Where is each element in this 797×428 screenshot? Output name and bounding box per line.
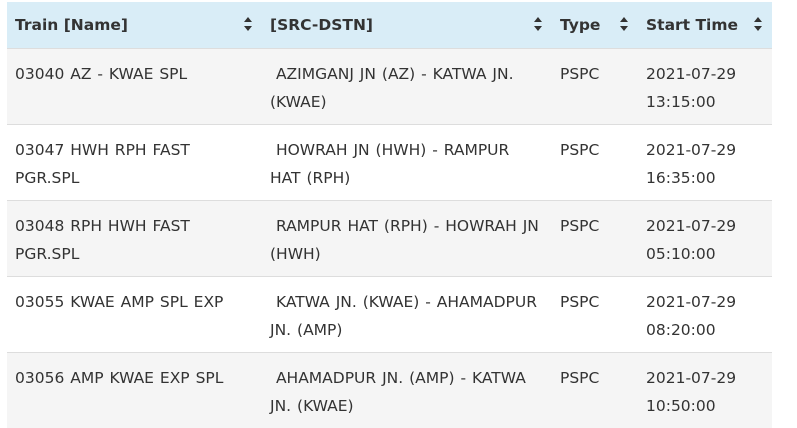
table-cell: PSPC: [552, 200, 638, 277]
column-header[interactable]: Train [Name]: [7, 2, 262, 49]
column-header[interactable]: [SRC-DSTN]: [262, 2, 552, 49]
table-row: 03047 HWH RPH FAST PGR.SPL HOWRAH JN (HW…: [7, 124, 772, 201]
sort-icon: [244, 17, 252, 31]
table-cell: 2021-07-29 13:15:00: [638, 48, 772, 125]
table-cell: 2021-07-29 08:20:00: [638, 276, 772, 353]
table-cell: 03056 AMP KWAE EXP SPL: [7, 352, 262, 428]
table-cell: PSPC: [552, 124, 638, 201]
table-cell: 03048 RPH HWH FAST PGR.SPL: [7, 200, 262, 277]
table-cell: KATWA JN. (KWAE) - AHAMADPUR JN. (AMP): [262, 276, 552, 353]
table-body: 03040 AZ - KWAE SPL AZIMGANJ JN (AZ) - K…: [7, 48, 772, 428]
table-cell: 2021-07-29 05:10:00: [638, 200, 772, 277]
table-row: 03056 AMP KWAE EXP SPL AHAMADPUR JN. (AM…: [7, 352, 772, 428]
table-cell: AZIMGANJ JN (AZ) - KATWA JN. (KWAE): [262, 48, 552, 125]
table-cell: HOWRAH JN (HWH) - RAMPUR HAT (RPH): [262, 124, 552, 201]
table-row: 03055 KWAE AMP SPL EXP KATWA JN. (KWAE) …: [7, 276, 772, 353]
table-cell: AHAMADPUR JN. (AMP) - KATWA JN. (KWAE): [262, 352, 552, 428]
header-label: Train [Name]: [15, 16, 128, 34]
table-row: 03048 RPH HWH FAST PGR.SPL RAMPUR HAT (R…: [7, 200, 772, 277]
table-cell: RAMPUR HAT (RPH) - HOWRAH JN (HWH): [262, 200, 552, 277]
table-cell: 03040 AZ - KWAE SPL: [7, 48, 262, 125]
header-label: Type: [560, 16, 601, 34]
header-label: [SRC-DSTN]: [270, 16, 374, 34]
column-header[interactable]: Type: [552, 2, 638, 49]
table-row: 03040 AZ - KWAE SPL AZIMGANJ JN (AZ) - K…: [7, 48, 772, 125]
table-cell: PSPC: [552, 48, 638, 125]
column-header[interactable]: Start Time: [638, 2, 772, 49]
sort-icon: [534, 17, 542, 31]
header-row: Train [Name] [SRC-DSTN] Type Start Time: [7, 2, 772, 49]
sort-icon: [620, 17, 628, 31]
table-cell: 2021-07-29 10:50:00: [638, 352, 772, 428]
sort-icon: [754, 17, 762, 31]
header-label: Start Time: [646, 16, 739, 34]
table-cell: 03047 HWH RPH FAST PGR.SPL: [7, 124, 262, 201]
table-cell: 2021-07-29 16:35:00: [638, 124, 772, 201]
table-cell: PSPC: [552, 352, 638, 428]
table-cell: PSPC: [552, 276, 638, 353]
train-table: Train [Name] [SRC-DSTN] Type Start Time 030…: [7, 2, 772, 428]
table-cell: 03055 KWAE AMP SPL EXP: [7, 276, 262, 353]
